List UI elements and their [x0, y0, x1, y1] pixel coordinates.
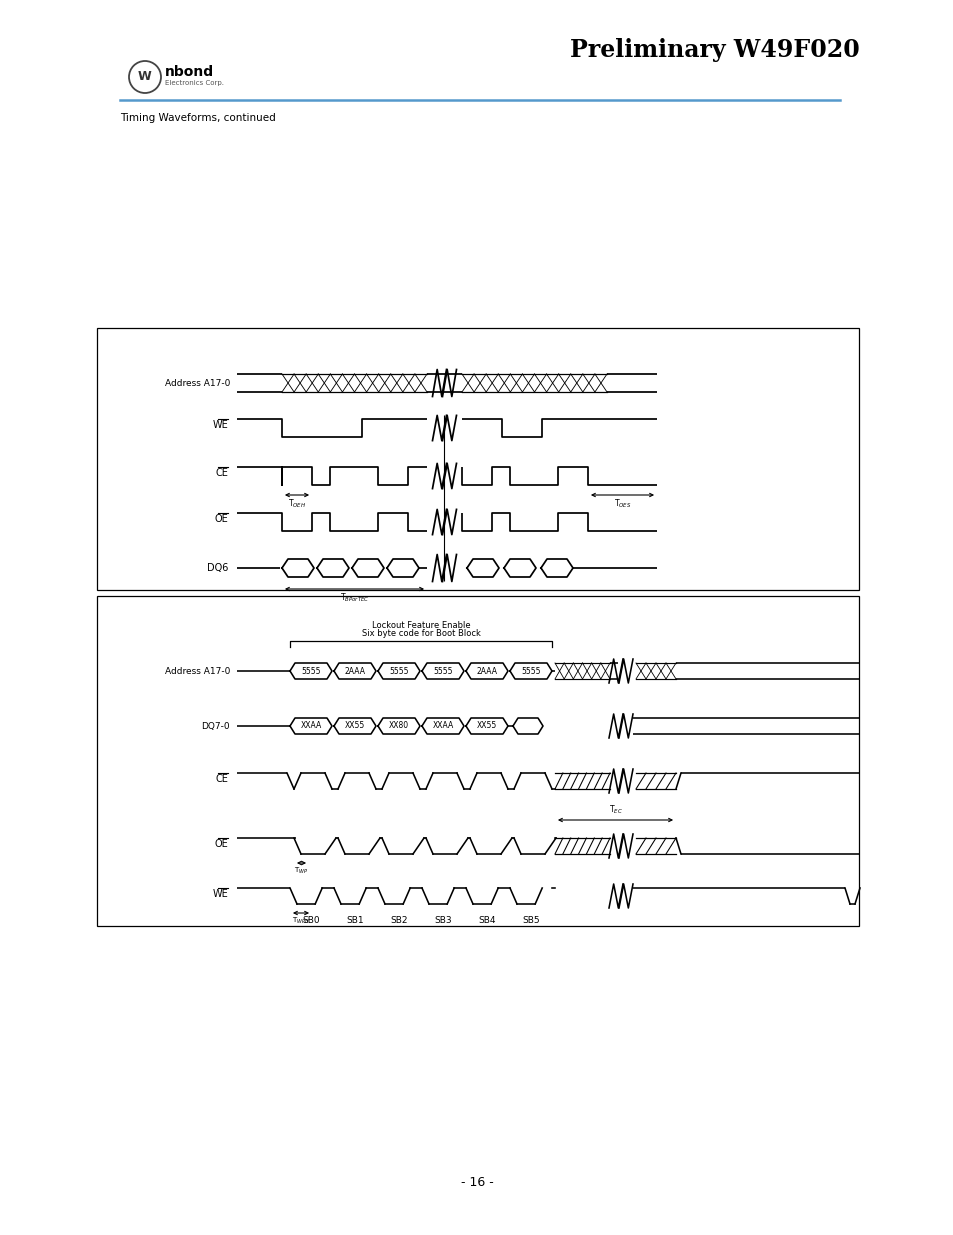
- Text: Six byte code for Boot Block: Six byte code for Boot Block: [361, 629, 480, 638]
- Text: Electronics Corp.: Electronics Corp.: [165, 80, 224, 86]
- Text: XXAA: XXAA: [432, 721, 453, 730]
- Text: XX55: XX55: [476, 721, 497, 730]
- Text: T$_{EC}$: T$_{EC}$: [608, 804, 621, 816]
- Text: SB3: SB3: [434, 916, 452, 925]
- Text: Lockout Feature Enable: Lockout Feature Enable: [372, 621, 470, 630]
- Text: T$_{BP or TEC}$: T$_{BP or TEC}$: [339, 592, 369, 604]
- Text: 5555: 5555: [520, 667, 540, 676]
- Text: Preliminary W49F020: Preliminary W49F020: [570, 38, 859, 62]
- Text: 2AAA: 2AAA: [476, 667, 497, 676]
- Text: DQ7-0: DQ7-0: [201, 721, 230, 730]
- Bar: [97, 329, 858, 590]
- Text: XXAA: XXAA: [300, 721, 321, 730]
- Text: WE: WE: [212, 420, 228, 430]
- Text: OE: OE: [214, 839, 228, 848]
- Text: XX55: XX55: [345, 721, 365, 730]
- Text: 5555: 5555: [301, 667, 320, 676]
- Text: XX80: XX80: [389, 721, 409, 730]
- Text: CE: CE: [214, 468, 228, 478]
- Text: nbond: nbond: [165, 65, 213, 79]
- Text: OE: OE: [214, 514, 228, 524]
- Text: - 16 -: - 16 -: [460, 1177, 493, 1189]
- Text: SB4: SB4: [477, 916, 496, 925]
- Text: SB5: SB5: [521, 916, 539, 925]
- Text: CE: CE: [214, 774, 228, 784]
- Text: T$_{WP}$: T$_{WP}$: [294, 866, 308, 876]
- Text: T$_{OEH}$: T$_{OEH}$: [288, 498, 306, 510]
- Text: SB2: SB2: [390, 916, 407, 925]
- Text: T$_{OES}$: T$_{OES}$: [613, 498, 631, 510]
- Text: WE: WE: [212, 889, 228, 899]
- Text: SB0: SB0: [302, 916, 319, 925]
- Text: Address A17-0: Address A17-0: [165, 667, 230, 676]
- Text: T$_{WPH}$: T$_{WPH}$: [292, 916, 310, 926]
- Text: Address A17-0: Address A17-0: [165, 378, 230, 388]
- Text: 5555: 5555: [433, 667, 453, 676]
- Bar: [97, 597, 858, 926]
- Text: W: W: [138, 70, 152, 84]
- Text: DQ6: DQ6: [207, 563, 228, 573]
- Text: Timing Waveforms, continued: Timing Waveforms, continued: [120, 112, 275, 124]
- Text: SB1: SB1: [346, 916, 363, 925]
- Text: 2AAA: 2AAA: [344, 667, 365, 676]
- Text: 5555: 5555: [389, 667, 408, 676]
